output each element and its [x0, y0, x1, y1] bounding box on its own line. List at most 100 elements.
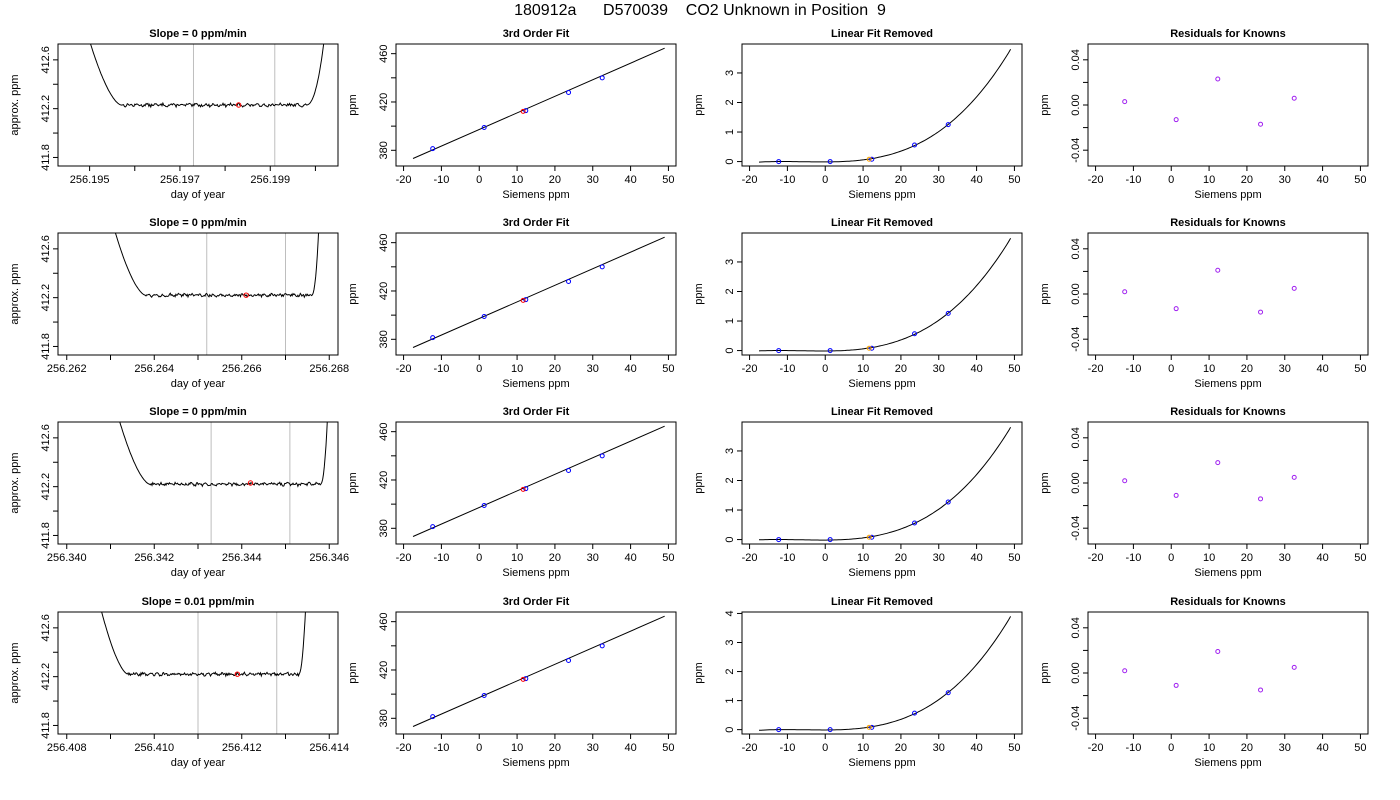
x-tick-label: 0	[1168, 363, 1174, 375]
x-tick-label: -10	[779, 552, 795, 564]
chart-title: Slope = 0 ppm/min	[149, 217, 247, 229]
chart-title: Residuals for Knowns	[1170, 217, 1286, 229]
y-axis-label: ppm	[347, 283, 359, 304]
x-tick-label: 256.410	[134, 742, 174, 754]
x-tick-label: 10	[857, 742, 869, 754]
chart-title: 3rd Order Fit	[503, 596, 570, 608]
y-tick-label: 412.6	[40, 46, 52, 74]
x-tick-label: 50	[662, 552, 674, 564]
figure-title: 180912a D570039 CO2 Unknown in Position …	[514, 2, 886, 19]
known-point	[599, 75, 605, 81]
residual-point	[1258, 121, 1264, 127]
known-point	[481, 692, 487, 698]
x-tick-label: -10	[433, 363, 449, 375]
x-tick-label: 30	[933, 174, 945, 186]
y-tick-label: -0.04	[1070, 516, 1082, 541]
y-tick-label: 380	[378, 141, 390, 159]
residual-point	[1215, 649, 1221, 655]
y-tick-label: 2	[724, 668, 736, 674]
y-tick-label: 420	[378, 661, 390, 679]
x-tick-label: -10	[1125, 742, 1141, 754]
y-axis-label: ppm	[1039, 283, 1051, 304]
residual-point	[1258, 687, 1264, 693]
x-tick-label: 10	[1203, 363, 1215, 375]
x-tick-label: 30	[933, 552, 945, 564]
x-axis-label: day of year	[171, 757, 226, 769]
chart-title: 3rd Order Fit	[503, 406, 570, 418]
y-tick-label: 0.04	[1070, 617, 1082, 638]
x-tick-label: 50	[1354, 552, 1366, 564]
x-tick-label: 0	[822, 174, 828, 186]
y-axis-label: approx. ppm	[9, 263, 21, 324]
known-point	[776, 537, 782, 543]
known-point	[599, 264, 605, 270]
x-tick-label: 50	[1354, 742, 1366, 754]
x-tick-label: 10	[1203, 552, 1215, 564]
residual-point	[1215, 267, 1221, 273]
chart-panel-4: Residuals for Knowns Siemens ppm ppm -20 -10…	[1039, 28, 1369, 201]
x-tick-label: 0	[1168, 174, 1174, 186]
known-point	[869, 724, 875, 730]
x-tick-label: 256.268	[309, 363, 349, 375]
known-point	[523, 676, 529, 682]
x-tick-label: 50	[662, 363, 674, 375]
chart-panel-6: 3rd Order Fit Siemens ppm ppm -20 -10 0 10 20 30…	[347, 217, 677, 390]
plot-frame	[741, 421, 1023, 545]
x-tick-label: 0	[822, 552, 828, 564]
chart-title: Slope = 0 ppm/min	[149, 406, 247, 418]
x-tick-label: 30	[587, 742, 599, 754]
fit-line	[412, 47, 665, 159]
x-axis-label: Siemens ppm	[1194, 757, 1261, 769]
y-axis-label: ppm	[693, 283, 705, 304]
chart-panel-8: Residuals for Knowns Siemens ppm ppm -20 -10…	[1039, 217, 1369, 390]
y-tick-label: 460	[378, 233, 390, 251]
chart-panel-12: Residuals for Knowns Siemens ppm ppm -20 -10…	[1039, 406, 1369, 579]
y-tick-label: 412.6	[40, 235, 52, 263]
known-point	[430, 524, 436, 530]
plot-frame	[1087, 232, 1369, 356]
y-tick-label: 2	[724, 99, 736, 105]
x-tick-label: 20	[549, 174, 561, 186]
y-tick-label: -0.04	[1070, 706, 1082, 731]
chart-panel-7: Linear Fit Removed Siemens ppm ppm -20 -10 0 1…	[693, 217, 1023, 390]
y-tick-label: 0.04	[1070, 238, 1082, 259]
y-tick-label: 380	[378, 519, 390, 537]
y-tick-label: 420	[378, 471, 390, 489]
chart-title: Linear Fit Removed	[831, 217, 933, 229]
known-point	[430, 335, 436, 341]
x-tick-label: 20	[895, 174, 907, 186]
concentration-trace	[101, 612, 306, 678]
y-tick-label: 0	[724, 348, 736, 354]
x-tick-label: -10	[1125, 552, 1141, 564]
x-tick-label: 0	[822, 363, 828, 375]
x-tick-label: -20	[742, 363, 758, 375]
residual-point	[1215, 460, 1221, 466]
residual-point	[1291, 474, 1297, 480]
x-tick-label: 50	[1008, 742, 1020, 754]
residual-point	[1291, 285, 1297, 291]
concentration-trace	[119, 422, 328, 488]
x-tick-label: 50	[1354, 174, 1366, 186]
y-tick-label: 0.04	[1070, 49, 1082, 70]
x-tick-label: 256.195	[70, 174, 110, 186]
plot-frame	[57, 232, 339, 356]
residual-point	[1291, 664, 1297, 670]
plot-frame	[1087, 43, 1369, 167]
x-tick-label: 30	[1279, 552, 1291, 564]
x-tick-label: 256.340	[47, 552, 87, 564]
mean-point	[247, 480, 254, 486]
x-tick-label: 20	[549, 742, 561, 754]
known-point	[945, 690, 951, 696]
known-point	[430, 714, 436, 720]
x-tick-label: 256.197	[160, 174, 200, 186]
x-axis-label: Siemens ppm	[848, 189, 915, 201]
x-tick-label: -20	[1088, 363, 1104, 375]
x-tick-label: 256.342	[134, 552, 174, 564]
x-tick-label: 10	[511, 552, 523, 564]
chart-title: 3rd Order Fit	[503, 28, 570, 40]
x-tick-label: -20	[742, 174, 758, 186]
y-tick-label: 2	[724, 477, 736, 483]
x-tick-label: 10	[1203, 174, 1215, 186]
chart-title: Slope = 0 ppm/min	[149, 28, 247, 40]
